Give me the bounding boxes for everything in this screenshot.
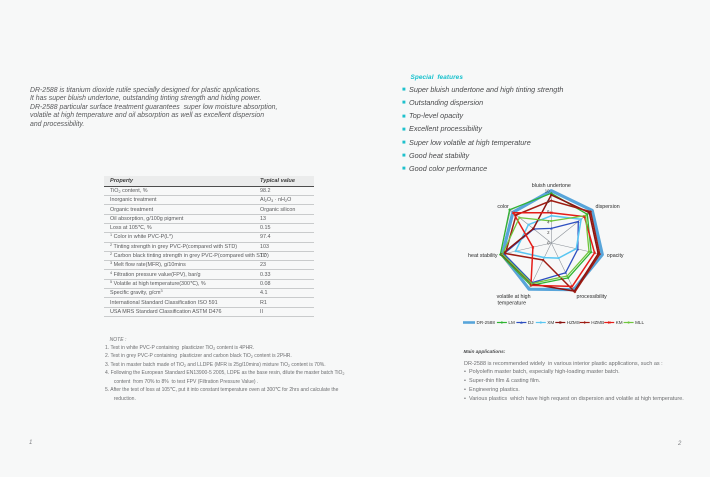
svg-text:MLL: MLL — [635, 320, 644, 325]
svg-text:2: 2 — [547, 230, 550, 235]
svg-text:processibility: processibility — [577, 294, 608, 300]
svg-text:opacity: opacity — [607, 253, 624, 259]
svg-text:LM: LM — [508, 320, 515, 325]
svg-text:HZMB: HZMB — [591, 320, 604, 325]
svg-text:10: 10 — [545, 188, 550, 193]
svg-text:DJ: DJ — [528, 320, 534, 325]
svg-text:8: 8 — [547, 199, 550, 204]
svg-text:DR-2588: DR-2588 — [477, 320, 496, 325]
svg-text:heat stability: heat stability — [468, 253, 498, 259]
svg-text:6: 6 — [547, 209, 550, 214]
svg-text:temperature: temperature — [498, 301, 527, 307]
svg-text:0: 0 — [547, 241, 550, 246]
svg-text:volatile at high: volatile at high — [497, 294, 531, 300]
svg-text:HZMS: HZMS — [567, 320, 580, 325]
svg-text:dispersion: dispersion — [596, 204, 620, 210]
svg-text:color: color — [497, 204, 509, 210]
svg-text:XM: XM — [547, 320, 554, 325]
svg-text:bluish undertone: bluish undertone — [532, 183, 571, 189]
svg-text:KM: KM — [616, 320, 623, 325]
svg-text:4: 4 — [547, 220, 550, 225]
